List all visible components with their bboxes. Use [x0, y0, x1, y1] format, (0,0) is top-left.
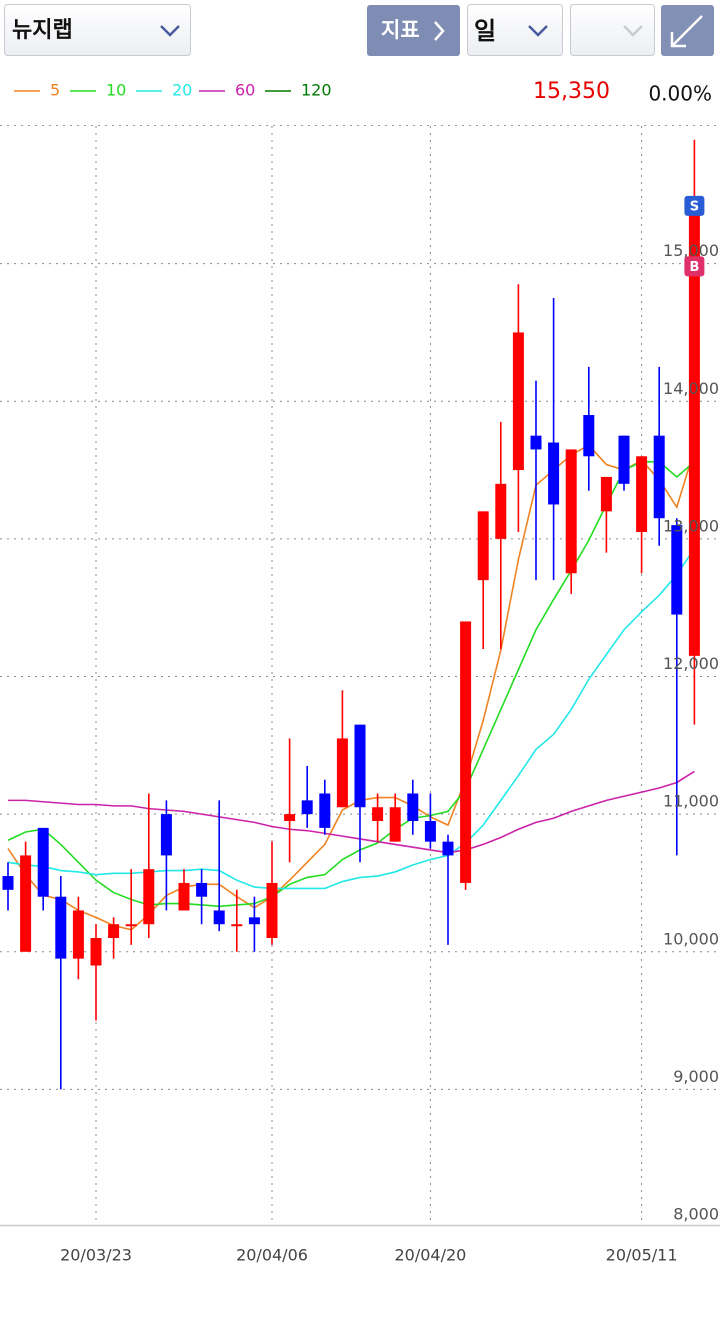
button-label: 지표	[381, 18, 420, 42]
candle-body	[389, 807, 401, 842]
candle-body	[653, 435, 665, 519]
candle-body	[495, 483, 507, 539]
candle-body	[372, 807, 384, 822]
dropdown-box	[570, 4, 655, 56]
chevron	[160, 25, 180, 37]
candle-body	[231, 924, 243, 927]
candle-body	[213, 910, 225, 925]
period-label: 일	[474, 17, 496, 45]
empty-selector[interactable]	[570, 4, 655, 56]
candle-body	[196, 882, 208, 897]
chevron	[623, 25, 643, 37]
candle-body	[618, 435, 630, 484]
legend-label: 20	[172, 81, 192, 100]
y-tick-label: 11,000	[663, 792, 719, 811]
arrow-icon	[671, 15, 703, 47]
legend-label: 10	[106, 81, 126, 100]
candle-body	[319, 793, 331, 828]
legend-label: 120	[301, 81, 332, 100]
candle-body	[20, 855, 32, 952]
x-tick-label: 20/04/20	[394, 1246, 466, 1265]
labels: 8,000 9,000 10,000 11,000 12,000 13,000 14,000…	[14, 81, 719, 1265]
candle-body	[301, 800, 313, 815]
candle-body	[407, 793, 419, 822]
ma-line	[7, 548, 696, 890]
stock-name: 뉴지랩	[12, 18, 73, 43]
candle-body	[178, 882, 190, 911]
candle-body	[354, 724, 366, 808]
dropdown-box	[467, 4, 563, 56]
candle-body	[600, 476, 612, 512]
candle-body	[424, 821, 436, 842]
candle-body	[636, 456, 648, 532]
last-price: 15,350	[533, 79, 610, 104]
candle-body	[143, 869, 155, 925]
grid	[0, 126, 720, 1225]
candle-body	[688, 215, 700, 656]
candle-body	[108, 924, 120, 938]
chevron	[434, 21, 445, 41]
candle-body	[565, 449, 577, 574]
candle-body	[512, 332, 524, 471]
candle-body	[125, 924, 137, 927]
candle-body	[2, 876, 14, 890]
change-rate: 0.00%	[648, 82, 712, 106]
signal-marker	[684, 256, 705, 277]
signal-label: S	[690, 199, 699, 214]
button-bg	[367, 5, 460, 56]
ma-line	[8, 770, 695, 854]
y-tick-label: 12,000	[663, 654, 719, 673]
y-tick-label: 15,000	[663, 241, 719, 260]
chevron	[528, 25, 548, 37]
candle-body	[336, 738, 348, 808]
candle-body	[266, 882, 278, 938]
candle-body	[72, 910, 84, 959]
candle-body	[284, 814, 296, 822]
candle-body	[583, 415, 595, 457]
ma-line	[7, 461, 695, 908]
expand-button[interactable]	[661, 5, 714, 56]
moving-averages	[7, 444, 696, 931]
y-tick-label: 13,000	[663, 516, 719, 535]
candle-body	[55, 896, 67, 959]
candle-body	[530, 435, 542, 450]
x-tick-label: 20/03/23	[60, 1246, 132, 1265]
candle-body	[477, 511, 489, 581]
period-selector[interactable]: 일	[467, 4, 563, 56]
y-tick-label: 9,000	[673, 1067, 719, 1086]
x-tick-label: 20/05/11	[606, 1246, 678, 1265]
arrow-head	[670, 32, 686, 48]
y-tick-label: 8,000	[673, 1205, 719, 1224]
ma-line	[7, 444, 696, 931]
candle-body	[460, 621, 472, 883]
stock-selector[interactable]: 뉴지랩	[4, 4, 191, 56]
y-tick-label: 10,000	[663, 929, 719, 948]
x-tick-label: 20/04/06	[236, 1246, 308, 1265]
signal-marker	[684, 195, 705, 216]
candle-body	[248, 917, 260, 925]
candle-body	[442, 841, 454, 856]
signal-label: B	[689, 260, 699, 275]
candle-body	[160, 814, 172, 856]
dropdown-box	[4, 4, 191, 56]
indicator-button[interactable]: 지표	[367, 5, 460, 56]
y-tick-label: 14,000	[663, 379, 719, 398]
candle-body	[90, 937, 102, 966]
legend-label: 5	[50, 81, 60, 100]
candle-body	[548, 442, 560, 505]
candles	[2, 139, 700, 1090]
legend-label: 60	[235, 81, 255, 100]
candle-body	[671, 525, 683, 615]
candle-body	[37, 827, 49, 897]
